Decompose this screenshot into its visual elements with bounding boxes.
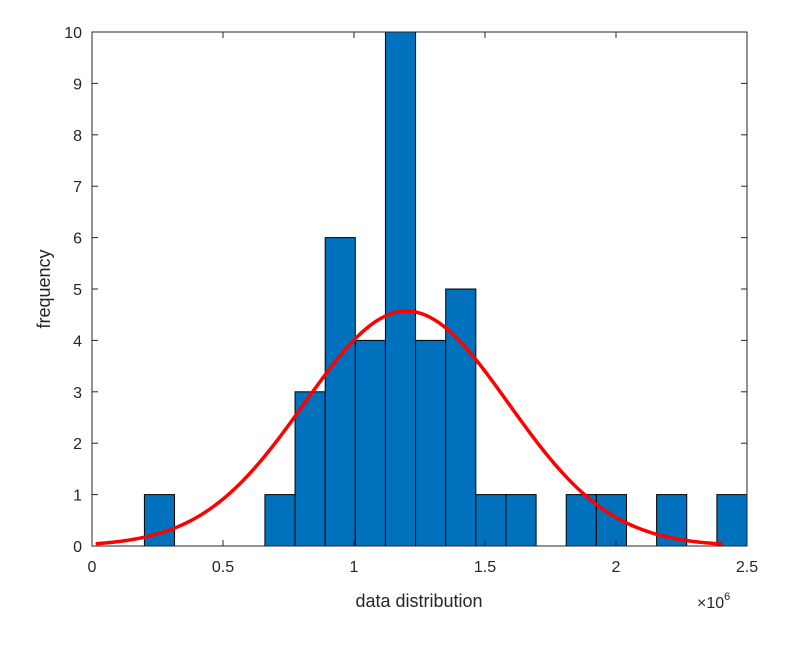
y-tick-label: 7 xyxy=(73,179,82,196)
x-tick-label: 1 xyxy=(350,559,359,576)
x-tick-label: 2 xyxy=(612,559,621,576)
y-tick-label: 3 xyxy=(73,385,82,402)
x-tick-label: 0 xyxy=(88,559,97,576)
y-tick-label: 6 xyxy=(73,231,82,248)
x-axis-exponent-base: ×10 xyxy=(697,595,724,612)
histogram-bar xyxy=(384,31,417,547)
histogram-bar xyxy=(354,339,386,547)
x-axis-exponent-power: 6 xyxy=(724,591,730,603)
normal-fit-curve xyxy=(95,309,723,546)
histogram-bar xyxy=(143,494,176,547)
y-axis-ticks: 0 1 2 3 4 5 6 7 8 9 10 xyxy=(64,25,747,556)
y-tick-label: 1 xyxy=(73,488,82,505)
histogram-bar xyxy=(475,494,507,547)
x-axis-exponent: ×106 xyxy=(697,591,730,612)
y-tick-label: 0 xyxy=(73,539,82,556)
histogram-bar xyxy=(324,237,356,547)
y-tick-label: 10 xyxy=(64,25,82,42)
x-tick-label: 0.5 xyxy=(212,559,234,576)
x-tick-label: 2.5 xyxy=(736,559,758,576)
x-axis-label: data distribution xyxy=(355,591,482,611)
y-tick-label: 4 xyxy=(73,333,82,350)
bars-group xyxy=(143,31,748,547)
y-tick-label: 2 xyxy=(73,436,82,453)
histogram-bar xyxy=(716,494,748,547)
y-tick-label: 9 xyxy=(73,76,82,93)
histogram-bar xyxy=(415,339,447,547)
y-tick-label: 5 xyxy=(73,282,82,299)
histogram-bar xyxy=(505,494,537,547)
histogram-bar xyxy=(445,288,477,547)
y-axis-label: frequency xyxy=(34,249,54,328)
histogram-bar xyxy=(294,391,326,547)
histogram-bar xyxy=(264,494,296,547)
x-axis-ticks: 0 0.5 1 1.5 2 2.5 xyxy=(88,32,758,576)
y-tick-label: 8 xyxy=(73,128,82,145)
x-tick-label: 1.5 xyxy=(474,559,496,576)
